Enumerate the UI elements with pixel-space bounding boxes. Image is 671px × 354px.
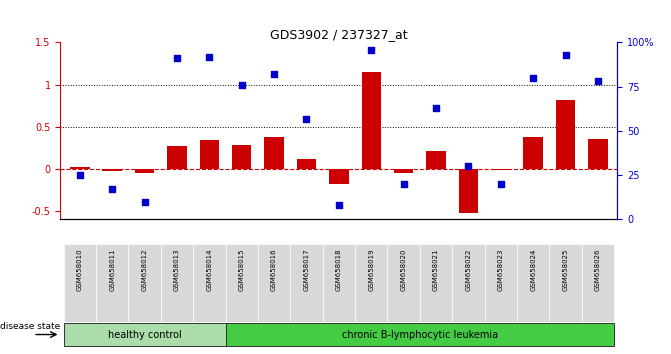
Point [495, 181, 506, 187]
Text: GSM658015: GSM658015 [239, 248, 245, 291]
Text: GSM658010: GSM658010 [76, 248, 83, 291]
FancyBboxPatch shape [291, 244, 323, 322]
Text: GSM658022: GSM658022 [466, 248, 471, 291]
Point [399, 181, 409, 187]
Text: disease state: disease state [0, 322, 60, 331]
FancyBboxPatch shape [387, 244, 420, 322]
Point [463, 164, 474, 169]
FancyBboxPatch shape [64, 244, 96, 322]
FancyBboxPatch shape [193, 244, 225, 322]
FancyBboxPatch shape [323, 244, 355, 322]
FancyBboxPatch shape [225, 244, 258, 322]
Point [560, 52, 571, 58]
Point [204, 54, 215, 59]
Bar [523, 137, 543, 169]
Text: GSM658020: GSM658020 [401, 248, 407, 291]
FancyBboxPatch shape [258, 244, 291, 322]
Text: GSM658012: GSM658012 [142, 248, 148, 291]
Text: GSM658011: GSM658011 [109, 248, 115, 291]
Point [592, 79, 603, 84]
Bar [264, 137, 284, 169]
Text: GSM658014: GSM658014 [207, 248, 212, 291]
Bar [297, 159, 316, 169]
Point [301, 116, 312, 121]
Point [74, 172, 85, 178]
Point [528, 75, 539, 81]
Point [333, 202, 344, 208]
Bar [588, 139, 608, 169]
Text: GSM658026: GSM658026 [595, 248, 601, 291]
Text: GSM658023: GSM658023 [498, 248, 504, 291]
Bar [394, 169, 413, 173]
Point [431, 105, 442, 111]
Bar [70, 167, 89, 169]
Text: GSM658024: GSM658024 [530, 248, 536, 291]
FancyBboxPatch shape [96, 244, 128, 322]
FancyBboxPatch shape [128, 244, 161, 322]
FancyBboxPatch shape [582, 244, 614, 322]
Title: GDS3902 / 237327_at: GDS3902 / 237327_at [270, 28, 408, 41]
FancyBboxPatch shape [517, 244, 550, 322]
Text: healthy control: healthy control [108, 330, 181, 339]
Bar [232, 145, 252, 169]
Bar [362, 72, 381, 169]
Point [268, 72, 279, 77]
Bar [556, 100, 575, 169]
Bar [329, 169, 348, 184]
Bar [426, 151, 446, 169]
FancyBboxPatch shape [161, 244, 193, 322]
Bar [491, 169, 511, 170]
Point [236, 82, 247, 88]
Point [366, 47, 376, 52]
FancyBboxPatch shape [420, 244, 452, 322]
Bar [200, 140, 219, 169]
Bar [167, 146, 187, 169]
Point [172, 56, 183, 61]
FancyBboxPatch shape [225, 323, 614, 346]
Bar [135, 169, 154, 173]
Text: GSM658017: GSM658017 [303, 248, 309, 291]
FancyBboxPatch shape [355, 244, 387, 322]
FancyBboxPatch shape [452, 244, 484, 322]
Text: GSM658018: GSM658018 [336, 248, 342, 291]
Bar [459, 169, 478, 213]
Point [139, 199, 150, 205]
Text: GSM658025: GSM658025 [562, 248, 568, 291]
Text: chronic B-lymphocytic leukemia: chronic B-lymphocytic leukemia [342, 330, 498, 339]
Point [107, 187, 117, 192]
Text: GSM658013: GSM658013 [174, 248, 180, 291]
Text: GSM658019: GSM658019 [368, 248, 374, 291]
Bar [103, 169, 122, 171]
FancyBboxPatch shape [550, 244, 582, 322]
Text: GSM658016: GSM658016 [271, 248, 277, 291]
Text: GSM658021: GSM658021 [433, 248, 439, 291]
FancyBboxPatch shape [64, 323, 225, 346]
FancyBboxPatch shape [484, 244, 517, 322]
